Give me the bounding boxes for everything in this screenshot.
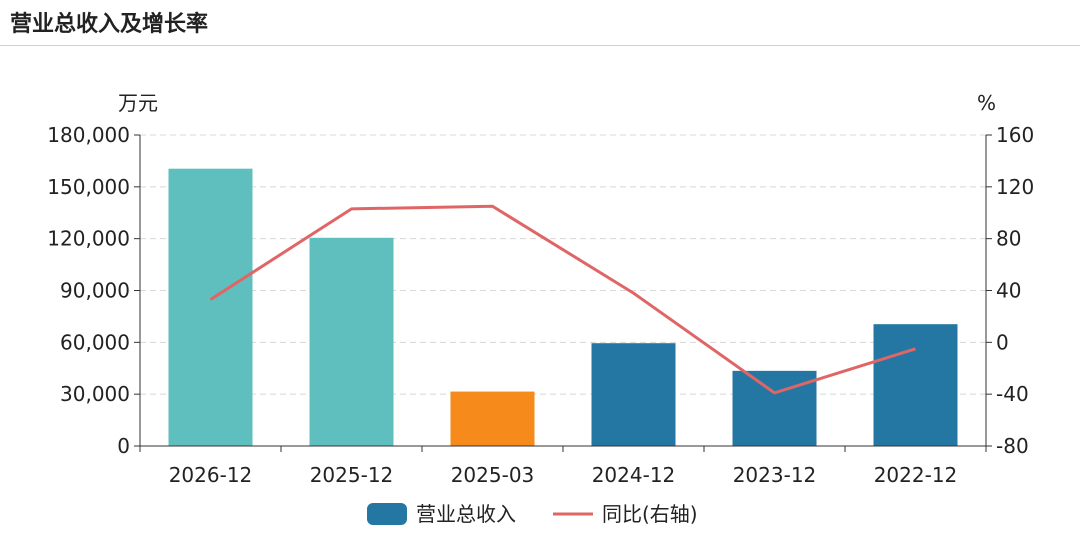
y-right-unit: % <box>977 91 996 115</box>
bar-series <box>168 168 958 447</box>
y-left-tick-label: 90,000 <box>60 279 130 303</box>
y-left-tick-label: 150,000 <box>47 175 130 199</box>
chart-header: 营业总收入及增长率 <box>0 0 1080 46</box>
y-right-tick-label: 80 <box>996 227 1021 251</box>
legend[interactable]: 营业总收入 同比(右轴) <box>367 502 698 526</box>
bar <box>309 237 394 446</box>
y-left-tick-label: 30,000 <box>60 382 130 406</box>
x-tick-label: 2025-12 <box>310 463 394 487</box>
legend-label-growth: 同比(右轴) <box>602 502 698 526</box>
legend-swatch-bar <box>367 503 407 525</box>
y-left-unit: 万元 <box>118 91 158 115</box>
x-tick-label: 2024-12 <box>592 463 676 487</box>
y-right-tick-label: 0 <box>996 330 1009 354</box>
y-right-tick-label: 160 <box>996 123 1034 147</box>
x-tick-label: 2025-03 <box>451 463 535 487</box>
y-right-tick-label: -80 <box>996 434 1029 458</box>
y-right-tick-label: 40 <box>996 279 1021 303</box>
y-left-tick-label: 0 <box>117 434 130 458</box>
x-tick-label: 2022-12 <box>874 463 958 487</box>
y-left-tick-label: 120,000 <box>47 227 130 251</box>
legend-label-revenue: 营业总收入 <box>416 502 516 526</box>
bar <box>450 391 535 446</box>
bar <box>873 324 958 446</box>
x-tick-label: 2023-12 <box>733 463 817 487</box>
y-right-tick-label: 120 <box>996 175 1034 199</box>
y-right-tick-label: -40 <box>996 382 1029 406</box>
axes: 0 30,000 60,000 90,000 120,000 150,000 180,000… <box>47 91 1034 487</box>
x-tick-label: 2026-12 <box>169 463 253 487</box>
y-left-tick-label: 180,000 <box>47 123 130 147</box>
bar <box>168 168 253 447</box>
line-series <box>209 204 916 395</box>
bar <box>591 343 676 446</box>
y-left-tick-label: 60,000 <box>60 330 130 354</box>
chart-title: 营业总收入及增长率 <box>10 12 209 37</box>
grid-lines <box>140 134 986 395</box>
growth-line <box>209 204 916 395</box>
